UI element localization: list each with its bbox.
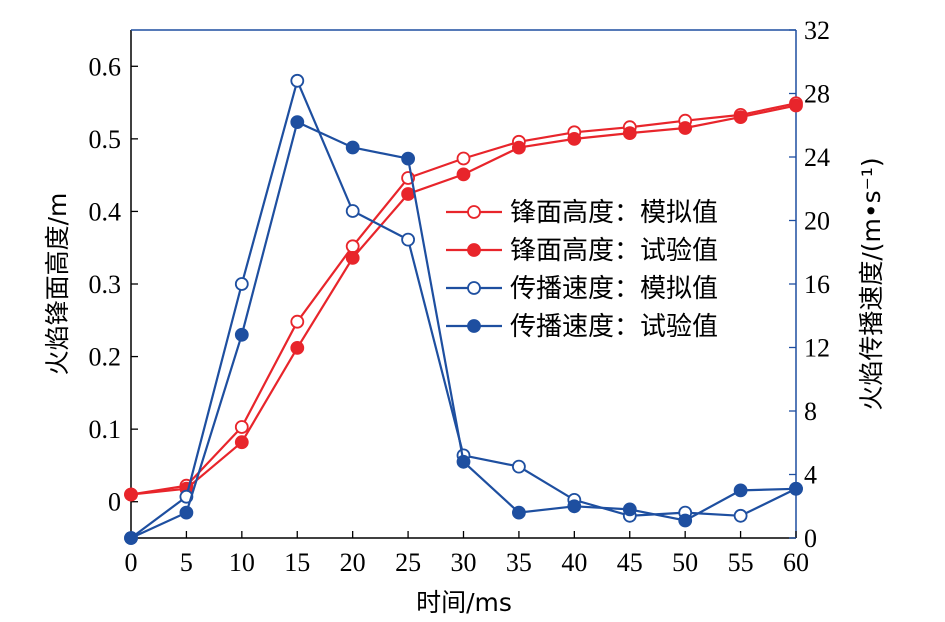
data-point xyxy=(345,250,360,265)
left-y-axis-ticks: 0 0.1 0.2 0.3 0.4 0.5 0.6 xyxy=(89,52,138,517)
series-layer xyxy=(124,73,803,545)
right-y-tick-label: 28 xyxy=(804,80,830,109)
x-axis-ticks: 0 5 10 15 20 25 30 35 40 45 50 55 60 xyxy=(125,531,809,577)
data-point xyxy=(512,505,526,520)
data-point xyxy=(290,340,305,355)
right-y-tick-label: 16 xyxy=(804,270,830,299)
legend-marker xyxy=(467,243,481,257)
legend-marker xyxy=(467,319,481,333)
left-y-axis-label: 火焰锋面高度/m xyxy=(43,193,72,376)
x-tick-label: 15 xyxy=(284,548,310,577)
right-y-axis-label: 火焰传播速度/(m•s⁻¹) xyxy=(857,157,886,410)
x-tick-label: 10 xyxy=(229,548,255,577)
x-tick-label: 20 xyxy=(340,548,366,577)
x-tick-label: 50 xyxy=(672,548,698,577)
right-y-axis-ticks: 0 4 8 12 16 20 24 28 32 xyxy=(789,16,830,553)
left-y-tick-label: 0.3 xyxy=(89,270,122,299)
legend-marker xyxy=(467,205,481,219)
legend-item: 传播速度：模拟值 xyxy=(446,274,718,304)
legend-label: 传播速度：模拟值 xyxy=(510,274,718,304)
legend-label: 锋面高度：试验值 xyxy=(510,236,718,266)
series-1 xyxy=(124,96,803,502)
legend-item: 传播速度：试验值 xyxy=(446,312,718,342)
x-tick-label: 55 xyxy=(728,548,754,577)
legend-item: 锋面高度：模拟值 xyxy=(446,198,718,228)
data-point xyxy=(567,499,582,514)
data-point xyxy=(401,187,416,201)
x-tick-label: 60 xyxy=(783,548,809,577)
right-y-tick-label: 0 xyxy=(804,524,817,553)
data-point xyxy=(290,73,305,88)
data-point xyxy=(567,131,582,146)
data-point xyxy=(234,435,249,450)
data-point xyxy=(456,167,471,182)
data-point xyxy=(234,420,249,434)
right-y-tick-label: 24 xyxy=(804,143,830,172)
legend-label: 传播速度：试验值 xyxy=(510,312,718,342)
data-point xyxy=(234,327,249,342)
data-point xyxy=(622,126,637,141)
data-point xyxy=(345,140,360,155)
data-point xyxy=(733,483,748,498)
data-point xyxy=(345,239,360,254)
right-y-tick-label: 8 xyxy=(804,397,817,426)
data-point xyxy=(124,487,138,502)
legend-marker xyxy=(467,281,481,295)
series-line xyxy=(130,77,797,539)
data-point xyxy=(234,277,249,291)
x-tick-label: 0 xyxy=(125,548,138,577)
right-y-tick-label: 4 xyxy=(804,461,817,490)
x-tick-label: 40 xyxy=(561,548,587,577)
right-y-tick-label: 32 xyxy=(804,16,830,45)
data-point xyxy=(789,481,803,496)
left-y-tick-label: 0.2 xyxy=(89,343,122,372)
right-y-tick-label: 20 xyxy=(804,207,830,236)
legend-item: 锋面高度：试验值 xyxy=(446,236,718,266)
left-y-tick-label: 0.5 xyxy=(89,125,122,154)
data-point xyxy=(179,505,194,520)
left-y-tick-label: 0.4 xyxy=(89,197,122,226)
data-point xyxy=(678,121,693,135)
data-point xyxy=(345,204,360,218)
data-point xyxy=(401,151,416,166)
data-point xyxy=(512,140,526,155)
data-point xyxy=(789,98,803,113)
x-tick-label: 5 xyxy=(180,548,193,577)
data-point xyxy=(733,508,748,523)
data-point xyxy=(290,314,305,329)
series-2 xyxy=(124,98,803,502)
left-y-tick-label: 0.1 xyxy=(89,415,122,444)
legend-label: 锋面高度：模拟值 xyxy=(510,198,718,228)
data-point xyxy=(124,531,138,545)
x-tick-label: 25 xyxy=(395,548,421,577)
data-point xyxy=(622,502,637,517)
series-3 xyxy=(124,73,803,545)
x-tick-label: 30 xyxy=(451,548,477,577)
data-point xyxy=(733,110,748,124)
data-point xyxy=(512,459,526,474)
left-y-tick-label: 0 xyxy=(108,488,121,517)
data-point xyxy=(678,513,693,528)
left-y-tick-label: 0.6 xyxy=(89,52,122,81)
x-tick-label: 45 xyxy=(617,548,643,577)
data-point xyxy=(456,151,471,166)
data-point xyxy=(290,115,305,129)
right-y-tick-label: 12 xyxy=(804,334,830,363)
series-4 xyxy=(124,115,803,545)
data-point xyxy=(456,454,471,469)
x-tick-label: 35 xyxy=(506,548,532,577)
data-point xyxy=(401,232,416,247)
x-axis-label: 时间/ms xyxy=(416,588,512,617)
